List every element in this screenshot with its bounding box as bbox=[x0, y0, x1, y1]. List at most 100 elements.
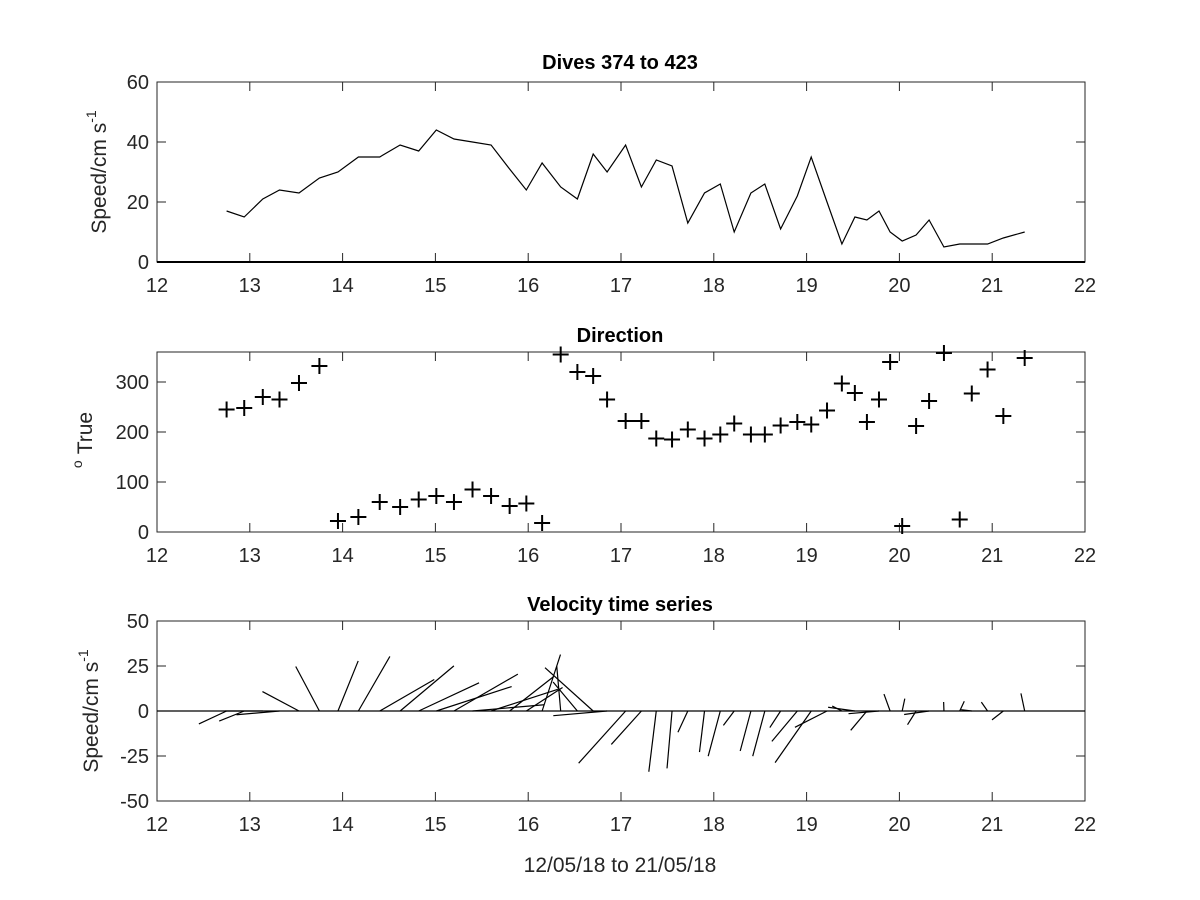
speed-ytick-label: 40 bbox=[127, 132, 149, 154]
velocity-ytick-label: -25 bbox=[120, 746, 149, 768]
velocity-stick bbox=[739, 710, 752, 752]
direction-point bbox=[846, 385, 863, 401]
direction-point bbox=[271, 391, 288, 408]
speed-xtick-label: 17 bbox=[610, 275, 632, 297]
velocity-stick bbox=[904, 710, 930, 716]
velocity-stick bbox=[980, 701, 989, 712]
direction-point bbox=[534, 515, 551, 531]
direction-point bbox=[951, 511, 968, 528]
speed-xtick-label: 22 bbox=[1074, 275, 1096, 297]
velocity-stick bbox=[509, 676, 554, 712]
velocity-stick bbox=[218, 710, 245, 722]
direction-point bbox=[599, 391, 616, 408]
velocity-stick bbox=[337, 660, 359, 712]
velocity-stick bbox=[526, 686, 563, 712]
velocity-stick bbox=[850, 710, 868, 731]
velocity-stick bbox=[991, 710, 1004, 721]
velocity-xtick-label: 14 bbox=[331, 814, 353, 836]
speed-xtick-label: 14 bbox=[331, 275, 353, 297]
direction-point bbox=[371, 494, 388, 510]
velocity-xtick-label: 17 bbox=[610, 814, 632, 836]
direction-point bbox=[726, 415, 743, 432]
direction-point bbox=[894, 518, 911, 534]
velocity-stick bbox=[752, 710, 766, 757]
velocity-xtick-label: 20 bbox=[888, 814, 910, 836]
speed-xtick-label: 19 bbox=[795, 275, 817, 297]
direction-point bbox=[756, 426, 773, 443]
direction-point bbox=[803, 416, 820, 433]
direction-point bbox=[789, 414, 806, 430]
direction-point bbox=[236, 400, 253, 416]
direction-point bbox=[819, 402, 836, 419]
direction-point bbox=[329, 513, 346, 529]
direction-point bbox=[648, 430, 665, 447]
direction-point bbox=[350, 509, 367, 525]
direction-ytick-label: 100 bbox=[116, 472, 149, 494]
direction-xtick-label: 19 bbox=[795, 545, 817, 567]
velocity-stick bbox=[960, 709, 972, 712]
direction-xtick-label: 22 bbox=[1074, 545, 1096, 567]
velocity-stick bbox=[552, 681, 578, 712]
direction-xtick-label: 14 bbox=[331, 545, 353, 567]
direction-point bbox=[290, 375, 307, 391]
velocity-stick bbox=[295, 666, 320, 712]
speed-xtick-label: 15 bbox=[424, 275, 446, 297]
velocity-ytick-label: 25 bbox=[127, 656, 149, 678]
velocity-stick bbox=[666, 710, 673, 769]
direction-point bbox=[569, 364, 586, 380]
velocity-panel-ylabel: Speed/cm s-1 bbox=[75, 649, 103, 773]
direction-ytick-label: 0 bbox=[138, 522, 149, 544]
direction-point bbox=[696, 430, 713, 447]
direction-point bbox=[921, 393, 938, 409]
speed-xtick-label: 13 bbox=[239, 275, 261, 297]
direction-xtick-label: 16 bbox=[517, 545, 539, 567]
direction-xtick-label: 20 bbox=[888, 545, 910, 567]
direction-point bbox=[772, 417, 789, 434]
speed-ytick-label: 0 bbox=[138, 252, 149, 274]
velocity-stick bbox=[541, 654, 562, 712]
velocity-stick bbox=[1020, 693, 1026, 712]
velocity-stick bbox=[610, 710, 642, 745]
velocity-stick bbox=[578, 710, 627, 764]
direction-xtick-label: 18 bbox=[703, 545, 725, 567]
direction-panel: Direction oTrue 12 13 14 15 16 17 18 19 20 21 22 0 1… bbox=[69, 325, 1096, 567]
direction-point bbox=[464, 481, 481, 498]
velocity-xtick-label: 21 bbox=[981, 814, 1003, 836]
direction-point bbox=[410, 491, 427, 508]
speed-panel-title: Dives 374 to 423 bbox=[542, 52, 698, 74]
direction-point bbox=[501, 498, 518, 514]
velocity-stick bbox=[418, 682, 480, 712]
speed-xtick-label: 20 bbox=[888, 275, 910, 297]
velocity-stick bbox=[198, 710, 227, 725]
direction-panel-ylabel: oTrue bbox=[69, 412, 97, 468]
direction-point bbox=[311, 358, 328, 374]
velocity-ytick-label: 50 bbox=[127, 611, 149, 633]
velocity-stick bbox=[472, 704, 545, 712]
speed-ytick-label: 60 bbox=[127, 72, 149, 94]
velocity-stick bbox=[848, 710, 880, 715]
velocity-stick bbox=[959, 700, 965, 712]
direction-point bbox=[552, 346, 569, 363]
direction-point bbox=[633, 413, 650, 429]
velocity-xtick-label: 19 bbox=[795, 814, 817, 836]
direction-point bbox=[483, 488, 500, 504]
direction-panel-title: Direction bbox=[577, 325, 664, 347]
velocity-stick bbox=[794, 710, 828, 728]
direction-point bbox=[935, 345, 952, 361]
velocity-stick bbox=[379, 678, 435, 712]
direction-xtick-label: 12 bbox=[146, 545, 168, 567]
direction-xtick-label: 15 bbox=[424, 545, 446, 567]
speed-series-line bbox=[226, 129, 1025, 248]
direction-point bbox=[254, 389, 271, 405]
speed-xtick-label: 21 bbox=[981, 275, 1003, 297]
direction-point bbox=[392, 499, 409, 515]
speed-ytick-label: 20 bbox=[127, 192, 149, 214]
speed-xtick-label: 12 bbox=[146, 275, 168, 297]
velocity-stick bbox=[771, 710, 798, 742]
velocity-stick bbox=[901, 698, 906, 712]
velocity-panel: Velocity time series Speed/cm s-1 12/05/… bbox=[75, 594, 1096, 877]
direction-point bbox=[908, 418, 925, 434]
velocity-xtick-label: 12 bbox=[146, 814, 168, 836]
velocity-ytick-label: 0 bbox=[138, 701, 149, 723]
